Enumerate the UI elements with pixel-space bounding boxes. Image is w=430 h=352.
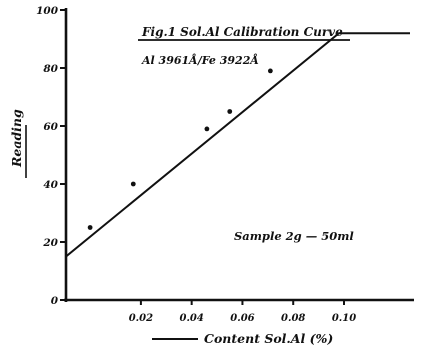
data-point — [227, 109, 233, 114]
axes — [64, 8, 414, 302]
chart-title: Fig.1 Sol.Al Calibration Curve — [141, 25, 343, 39]
data-point — [204, 126, 210, 132]
y-tick-label: 40 — [43, 179, 58, 191]
fit-line-group — [65, 32, 410, 258]
y-tick-label: 60 — [43, 121, 58, 133]
y-tick-label: 80 — [43, 63, 58, 75]
data-points — [87, 68, 273, 230]
x-tick-label: 0.02 — [129, 313, 153, 324]
data-point — [130, 181, 136, 187]
calibration-fit-line — [65, 32, 410, 258]
x-axis-label: Content Sol.Al (%) — [204, 331, 333, 346]
x-tick-label: 0.08 — [281, 313, 305, 324]
y-tick-label: 20 — [42, 237, 58, 249]
data-point — [87, 225, 93, 230]
x-tick-label: 0.10 — [332, 313, 356, 324]
y-tick-label: 0 — [51, 295, 59, 307]
data-point — [267, 68, 273, 74]
y-tick-label: 100 — [36, 5, 59, 17]
ticks: 0 20 40 60 80 100 0.02 0.04 0.06 0.08 0.10 — [36, 5, 356, 324]
x-tick-label: 0.04 — [179, 313, 203, 324]
y-axis-label: Reading — [9, 109, 24, 168]
chart-subtitle: Al 3961Å/Fe 3922Å — [141, 53, 259, 67]
x-tick-label: 0.06 — [230, 313, 254, 324]
sample-annotation: Sample 2g — 50ml — [234, 229, 354, 243]
